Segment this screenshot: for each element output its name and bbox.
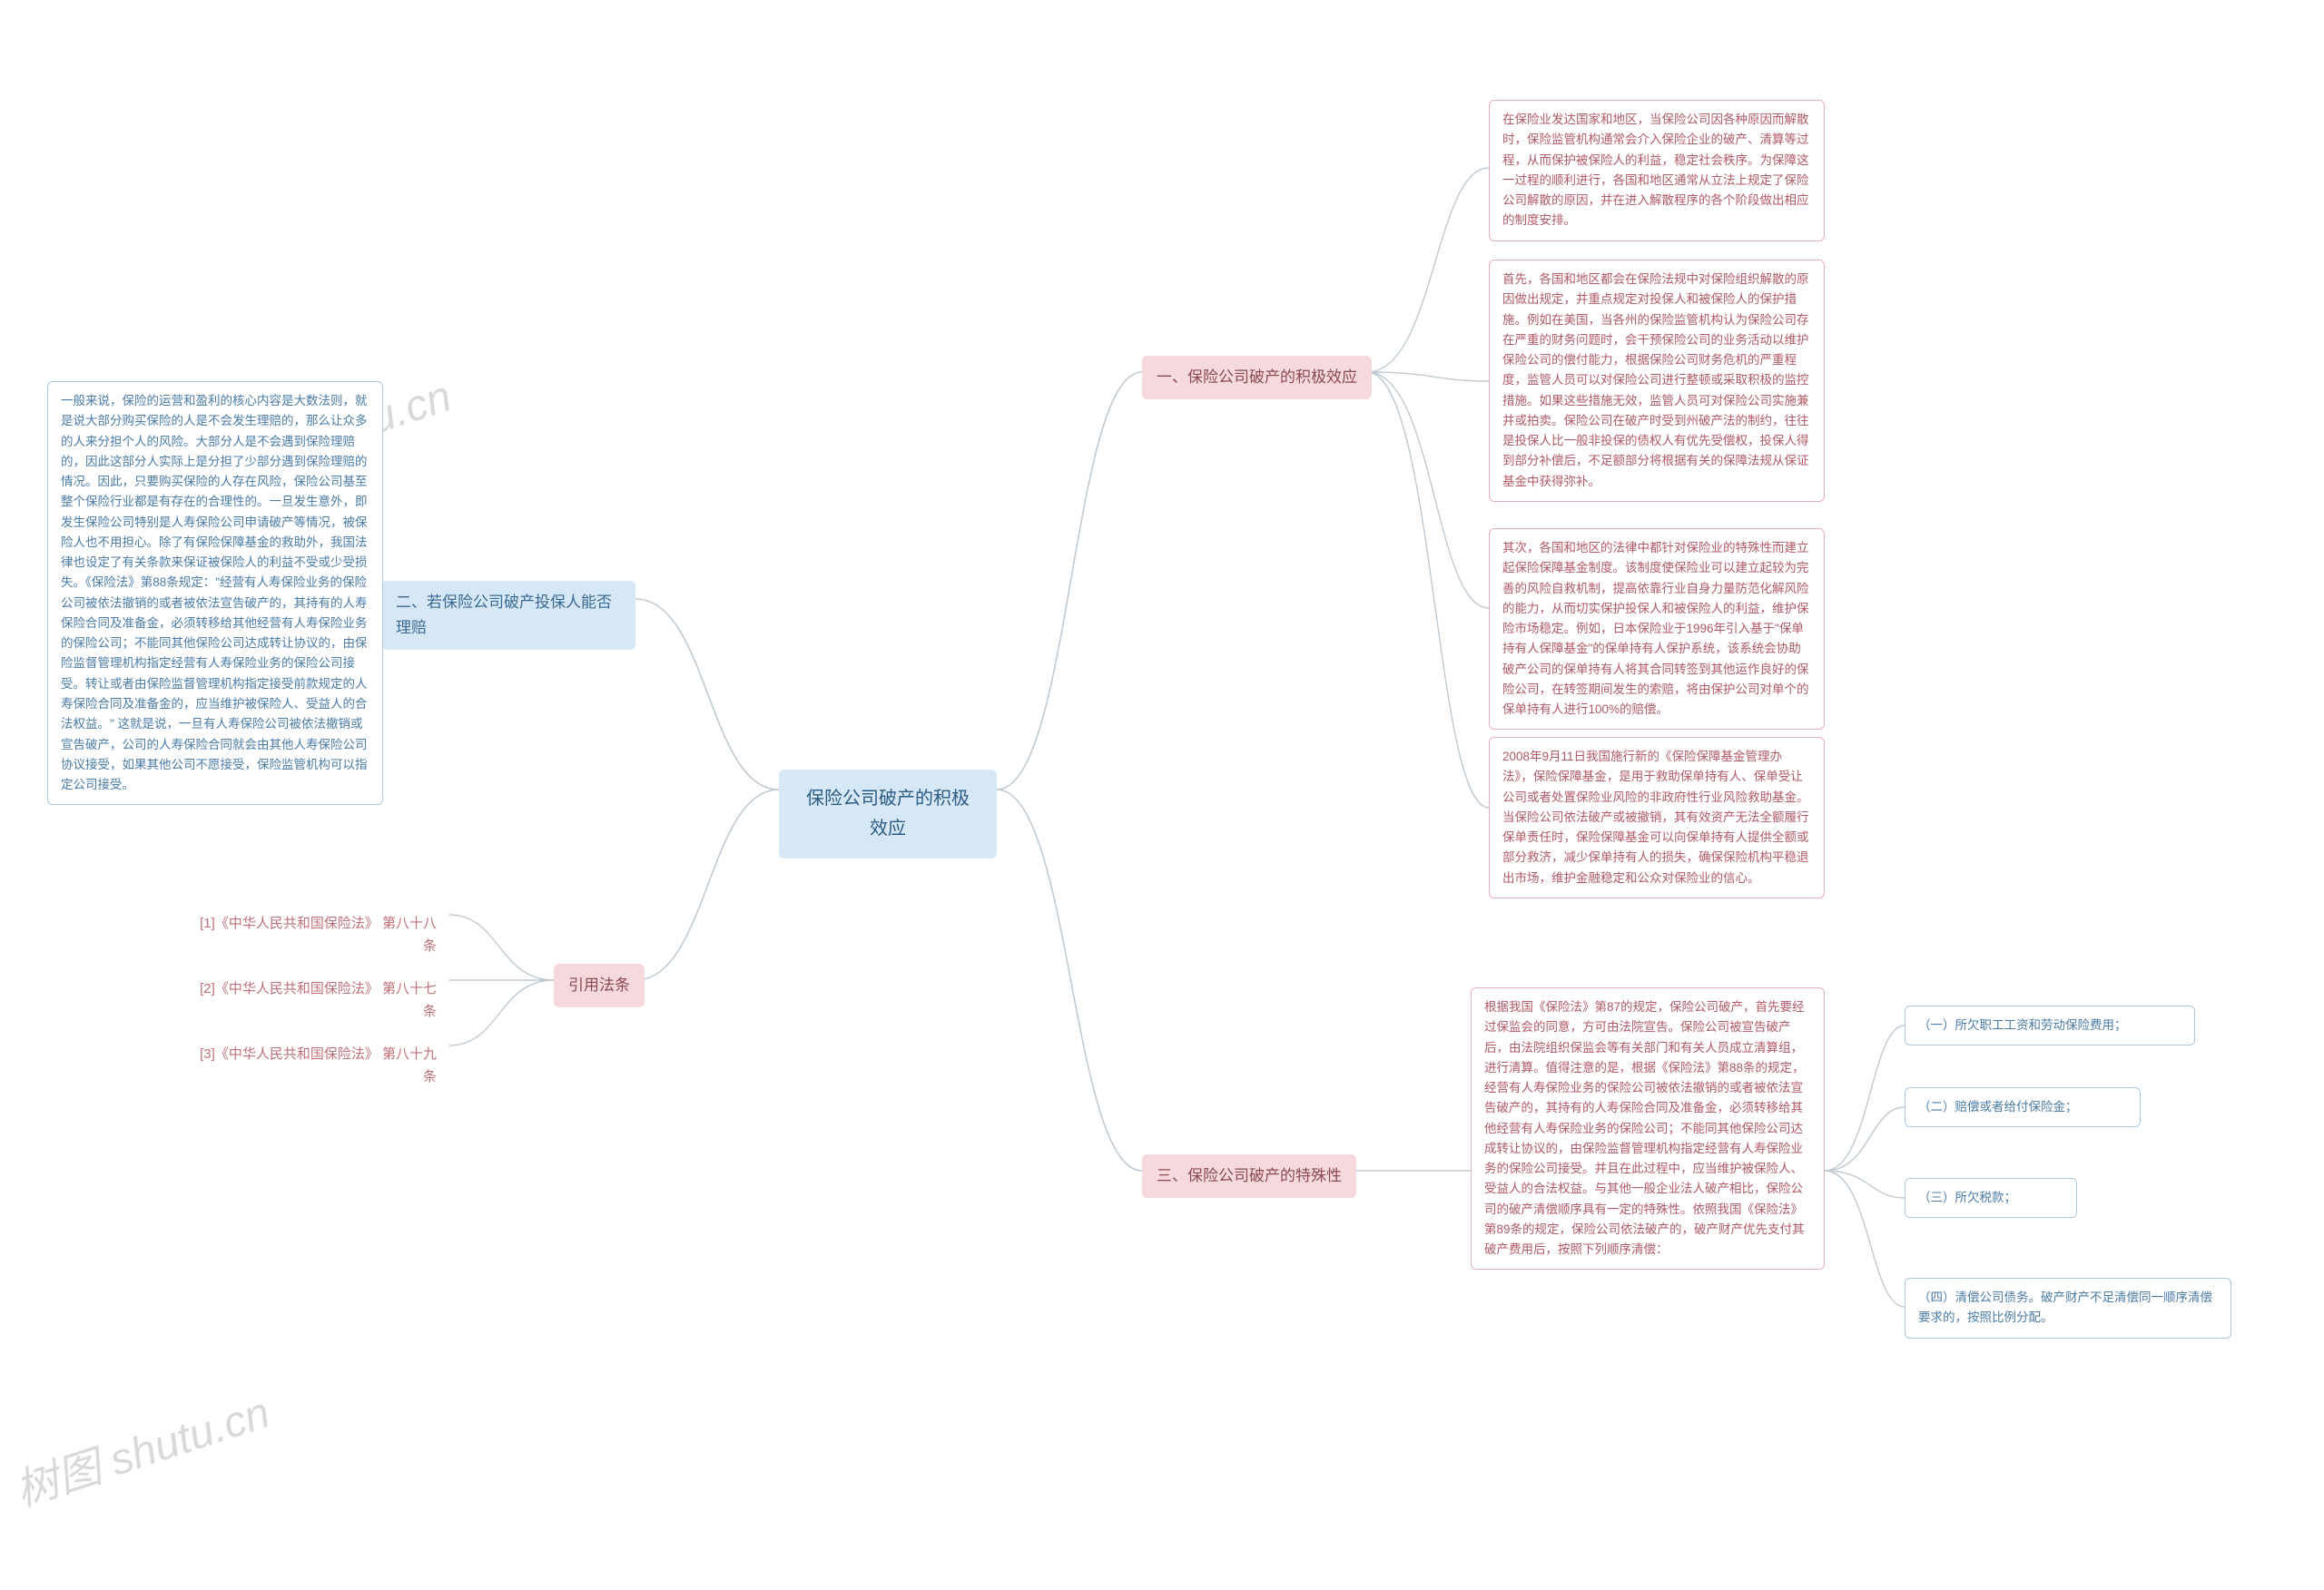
ref-1: [1]《中华人民共和国保险法》 第八十八条 xyxy=(182,904,449,967)
leaf-b3-sub4: （四）清偿公司债务。破产财产不足清偿同一顺序清偿要求的，按照比例分配。 xyxy=(1905,1278,2231,1339)
branch-3: 三、保险公司破产的特殊性 xyxy=(1142,1154,1356,1198)
branch-2: 二、若保险公司破产投保人能否理赔 xyxy=(381,581,635,650)
branch-3-label: 三、保险公司破产的特殊性 xyxy=(1157,1167,1342,1184)
center-node: 保险公司破产的积极效应 xyxy=(779,770,997,859)
refs-branch: 引用法条 xyxy=(554,964,645,1007)
refs-branch-label: 引用法条 xyxy=(568,977,630,994)
leaf-b3-1: 根据我国《保险法》第87的规定，保险公司破产，首先要经过保监会的同意，方可由法院… xyxy=(1471,987,1825,1270)
ref-3: [3]《中华人民共和国保险法》 第八十九条 xyxy=(182,1035,449,1098)
leaf-b1-1: 在保险业发达国家和地区，当保险公司因各种原因而解散时，保险监管机构通常会介入保险… xyxy=(1489,100,1825,241)
leaf-b2-1: 一般来说，保险的运营和盈利的核心内容是大数法则，就是说大部分购买保险的人是不会发… xyxy=(47,381,383,805)
ref-2: [2]《中华人民共和国保险法》 第八十七条 xyxy=(182,969,449,1033)
leaf-b3-sub2: （二）赔偿或者给付保险金； xyxy=(1905,1087,2141,1127)
leaf-b3-sub1: （一）所欠职工工资和劳动保险费用； xyxy=(1905,1006,2195,1045)
center-label: 保险公司破产的积极效应 xyxy=(806,789,970,839)
branch-2-label: 二、若保险公司破产投保人能否理赔 xyxy=(396,594,612,636)
leaf-b1-4: 2008年9月11日我国施行新的《保险保障基金管理办法》，保险保障基金，是用于救… xyxy=(1489,737,1825,898)
branch-1: 一、保险公司破产的积极效应 xyxy=(1142,356,1372,399)
watermark-4: 树图 shutu.cn xyxy=(5,1377,276,1518)
leaf-b3-sub3: （三）所欠税款； xyxy=(1905,1178,2077,1218)
leaf-b1-3: 其次，各国和地区的法律中都针对保险业的特殊性而建立起保险保障基金制度。该制度使保… xyxy=(1489,528,1825,730)
leaf-b1-2: 首先，各国和地区都会在保险法规中对保险组织解散的原因做出规定，并重点规定对投保人… xyxy=(1489,260,1825,502)
branch-1-label: 一、保险公司破产的积极效应 xyxy=(1157,368,1357,386)
